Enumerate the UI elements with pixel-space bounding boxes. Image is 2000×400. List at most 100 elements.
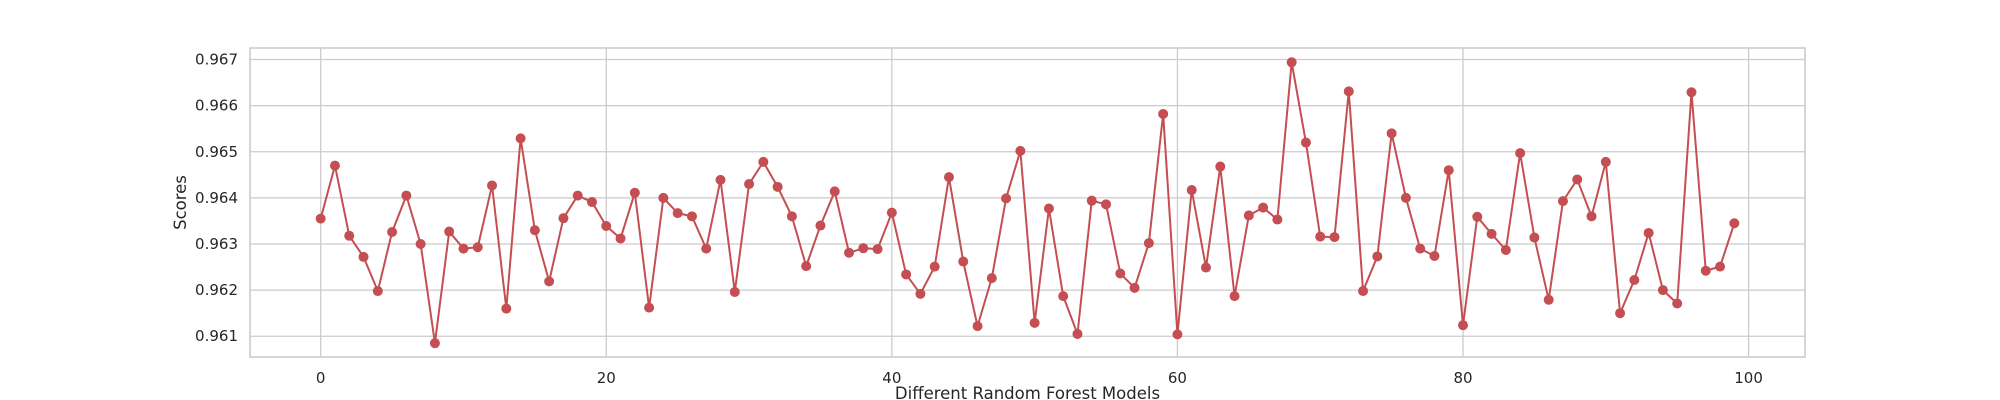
- x-tick-label: 60: [1168, 369, 1187, 387]
- data-point: [344, 230, 355, 241]
- data-point: [744, 179, 755, 190]
- data-point: [544, 276, 555, 287]
- data-point: [715, 174, 726, 185]
- data-point: [1643, 227, 1654, 238]
- data-point: [1072, 328, 1083, 339]
- y-tick-label: 0.963: [195, 235, 238, 253]
- data-point: [1472, 211, 1483, 222]
- data-point: [1101, 199, 1112, 210]
- y-tick-label: 0.964: [195, 189, 238, 207]
- data-point: [1629, 274, 1640, 285]
- data-point: [1258, 202, 1269, 213]
- grid: [250, 48, 1805, 357]
- y-tick-label: 0.967: [195, 51, 238, 69]
- data-point: [729, 286, 740, 297]
- data-point: [315, 213, 326, 224]
- data-point: [829, 186, 840, 197]
- data-point: [1001, 193, 1012, 204]
- data-point: [1215, 161, 1226, 172]
- data-point: [1386, 128, 1397, 139]
- data-point: [1715, 261, 1726, 272]
- data-point: [1586, 211, 1597, 222]
- plot-frame: [249, 47, 1806, 358]
- data-point: [986, 273, 997, 284]
- x-tick-label: 40: [882, 369, 901, 387]
- data-point: [1372, 251, 1383, 262]
- y-tick-labels: 0.961 0.962 0.963 0.964 0.965 0.966 0.967: [195, 51, 238, 346]
- data-point: [1486, 228, 1497, 239]
- data-point: [1129, 282, 1140, 293]
- data-point: [1515, 148, 1526, 159]
- data-point: [1158, 108, 1169, 119]
- data-point: [644, 302, 655, 313]
- data-point: [1686, 87, 1697, 98]
- data-point: [529, 225, 540, 236]
- data-point: [886, 207, 897, 218]
- data-point: [844, 247, 855, 258]
- data-point: [1429, 251, 1440, 261]
- data-point: [1300, 137, 1311, 148]
- data-point: [458, 243, 469, 254]
- y-tick-label: 0.965: [195, 143, 238, 161]
- data-point: [672, 208, 683, 219]
- data-point: [972, 321, 983, 332]
- y-tick-label: 0.962: [195, 281, 238, 299]
- data-point: [929, 261, 940, 272]
- data-point: [372, 286, 383, 297]
- data-point: [1700, 265, 1711, 276]
- data-point: [1229, 291, 1240, 302]
- data-point: [1272, 214, 1283, 225]
- x-tick-labels: 0 20 40 60 80 100: [316, 369, 1763, 387]
- data-point: [943, 172, 954, 183]
- data-point: [1329, 232, 1340, 243]
- data-point: [415, 239, 426, 250]
- data-point: [387, 227, 398, 238]
- data-point: [915, 288, 926, 299]
- data-point: [958, 256, 969, 267]
- data-point: [1029, 317, 1040, 328]
- data-point: [1615, 308, 1626, 319]
- data-point: [801, 261, 812, 272]
- data-point: [758, 156, 769, 167]
- data-point: [872, 244, 883, 255]
- data-point: [786, 211, 797, 222]
- data-point: [1572, 174, 1583, 185]
- data-point: [1286, 57, 1297, 68]
- plot-area: [250, 48, 1805, 357]
- data-point: [1443, 165, 1454, 176]
- data-point: [1043, 203, 1054, 214]
- data-point: [1186, 185, 1197, 196]
- data-point: [515, 133, 526, 144]
- data-point: [401, 190, 412, 201]
- data-point: [1143, 238, 1154, 249]
- x-tick-label: 20: [597, 369, 616, 387]
- data-point: [572, 190, 583, 201]
- data-point: [1500, 245, 1511, 255]
- data-point: [1343, 86, 1354, 97]
- data-point: [1400, 192, 1411, 203]
- data-point: [615, 233, 626, 244]
- x-tick-label: 0: [316, 369, 326, 387]
- x-tick-label: 100: [1734, 369, 1763, 387]
- data-point: [1172, 329, 1183, 340]
- x-axis-label: Different Random Forest Models: [895, 384, 1160, 400]
- data-point: [815, 220, 826, 231]
- data-point: [629, 187, 640, 198]
- data-point: [329, 160, 340, 171]
- data-point: [901, 269, 912, 280]
- x-tick-label: 80: [1453, 369, 1472, 387]
- data-point: [472, 242, 483, 253]
- data-point: [487, 180, 498, 191]
- data-point: [1358, 286, 1369, 297]
- data-point: [1086, 195, 1097, 206]
- data-point: [1415, 243, 1426, 254]
- data-point: [1015, 145, 1026, 156]
- data-point: [1243, 210, 1254, 221]
- data-point: [429, 338, 440, 349]
- data-point: [686, 211, 697, 222]
- data-points: [315, 57, 1740, 349]
- data-point: [658, 192, 669, 203]
- data-point: [1458, 320, 1469, 331]
- data-point: [858, 243, 869, 254]
